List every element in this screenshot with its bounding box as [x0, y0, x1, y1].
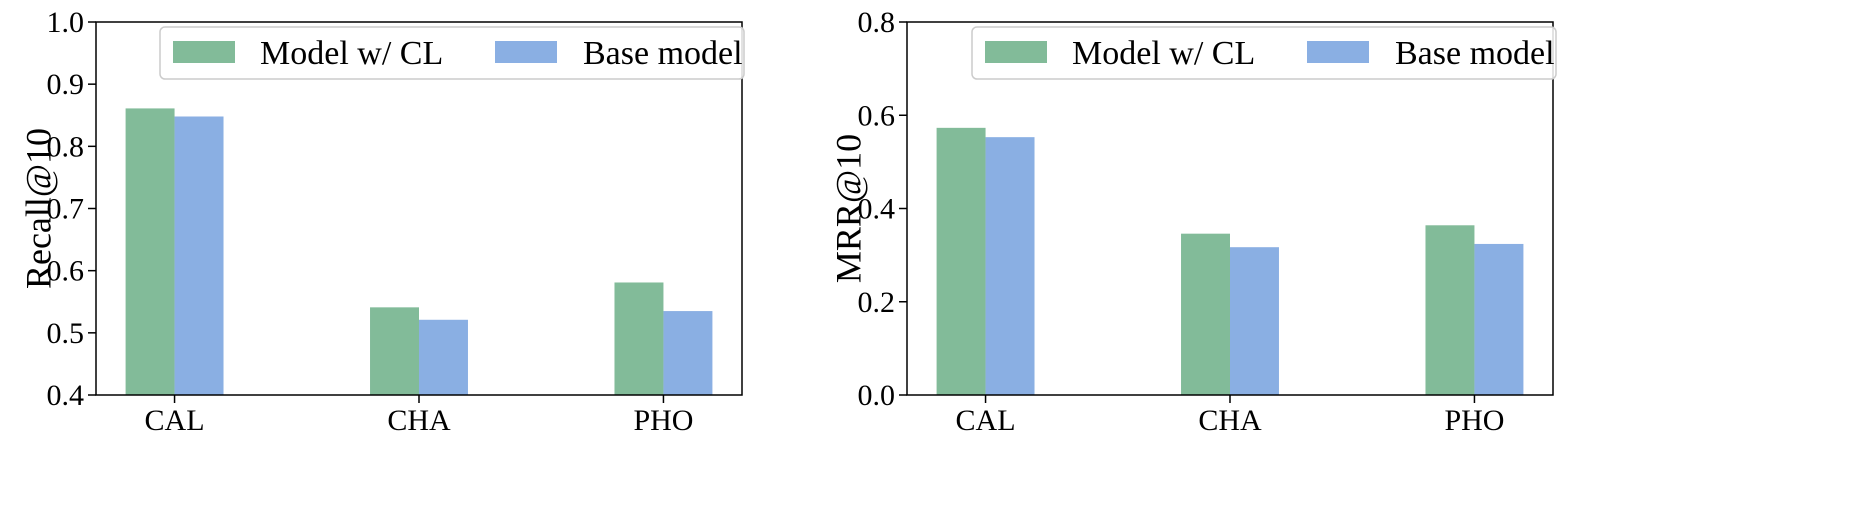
bar-cha-series-2: [1230, 247, 1279, 395]
bar-cal-series-2: [174, 116, 224, 396]
legend-swatch-2: [495, 41, 557, 63]
legend-box: [159, 26, 745, 80]
legend-swatch-1: [985, 41, 1047, 63]
chart-panel-2: 0.0 0.2 0.4 0.6 0.8 CAL CHA PHO MRR@10 Model w/ C…: [829, 6, 1557, 437]
y-tick-label: 0.4: [858, 193, 896, 226]
legend-label-2: Base model: [583, 35, 743, 72]
y-tick-label: 0.4: [47, 379, 85, 412]
bar-cal-series-1: [936, 127, 986, 395]
legend-label-2: Base model: [1395, 35, 1555, 72]
y-tick-label: 0.2: [858, 286, 896, 319]
y-tick-label: 0.7: [47, 193, 85, 226]
legend-box: [971, 26, 1557, 80]
legend-label-1: Model w/ CL: [260, 35, 443, 72]
y-tick-label: 0.8: [858, 6, 896, 39]
bar-pho-series-2: [663, 311, 713, 395]
legend: Model w/ CL Base model: [159, 26, 745, 80]
legend-swatch-2: [1307, 41, 1369, 63]
x-tick-label: PHO: [633, 404, 693, 437]
y-tick-label: 0.8: [47, 130, 85, 163]
legend-label-1: Model w/ CL: [1072, 35, 1255, 72]
y-tick-label: 0.6: [47, 255, 85, 288]
y-tick-label: 1.0: [47, 6, 85, 39]
x-tick-label: PHO: [1444, 404, 1504, 437]
x-tick-label: CHA: [387, 404, 451, 437]
bar-cha-series-2: [419, 319, 468, 395]
bar-cha-series-1: [1181, 233, 1230, 395]
y-axis-label: Recall@10: [19, 128, 59, 289]
y-tick-label: 0.9: [47, 68, 85, 101]
x-tick-label: CAL: [956, 404, 1016, 437]
legend-swatch-1: [173, 41, 235, 63]
bar-cha-series-1: [370, 307, 419, 395]
bar-pho-series-1: [1425, 225, 1475, 395]
x-tick-label: CHA: [1198, 404, 1262, 437]
bar-pho-series-1: [614, 282, 664, 395]
x-tick-label: CAL: [145, 404, 205, 437]
y-tick-label: 0.5: [47, 317, 85, 350]
bar-cal-series-1: [125, 108, 175, 395]
y-tick-label: 0.6: [858, 99, 896, 132]
chart-panel-1: 0.4 0.5 0.6 0.7 0.8 0.9 1.0 CAL CHA PHO Recall@10 M…: [19, 6, 745, 437]
y-tick-label: 0.0: [858, 379, 896, 412]
bar-pho-series-2: [1474, 243, 1524, 395]
y-axis-label: MRR@10: [829, 134, 869, 283]
legend: Model w/ CL Base model: [971, 26, 1557, 80]
bar-cal-series-2: [985, 137, 1035, 395]
